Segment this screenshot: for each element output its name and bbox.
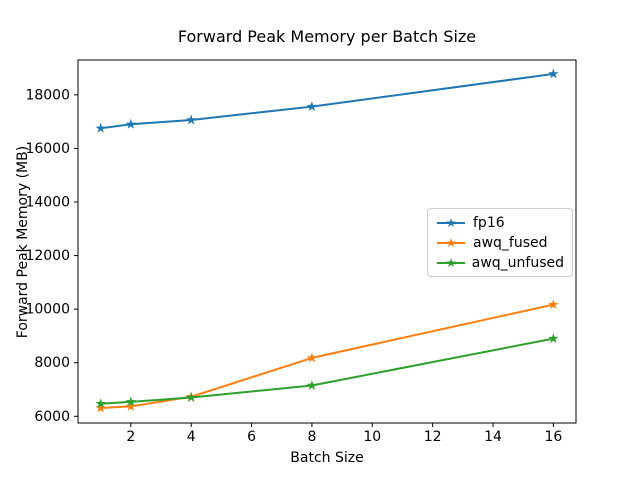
series-line-awq_unfused [100, 337, 554, 405]
legend-label-fp16: fp16 [473, 214, 505, 231]
x-tick-label: 12 [424, 429, 442, 445]
legend: fp16 awq_fused awq_unfused [427, 208, 573, 277]
data-point-fp16-x1 [95, 122, 106, 133]
data-point-awq_unfused-x8 [306, 379, 318, 390]
legend-item-fp16: fp16 [436, 214, 564, 231]
x-axis-label: Batch Size [290, 450, 364, 466]
star-marker-icon [446, 217, 456, 227]
x-tick-label: 16 [544, 429, 562, 445]
x-tick-label: 6 [247, 429, 256, 445]
data-point-fp16-x2 [125, 118, 137, 129]
x-tick-label: 2 [126, 429, 135, 445]
data-point-awq_unfused-x4 [185, 392, 197, 402]
x-tick-label: 8 [307, 429, 316, 445]
star-marker-icon [446, 257, 456, 267]
legend-line-sample [437, 237, 465, 247]
data-point-fp16-x4 [185, 114, 197, 125]
y-tick-label: 8000 [34, 355, 70, 371]
y-tick-label: 10000 [25, 302, 70, 318]
legend-line-sample [437, 257, 465, 267]
axes-spines [77, 59, 577, 424]
data-point-awq_fused-x1 [95, 402, 106, 413]
data-point-awq_fused-x2 [125, 400, 137, 411]
series-line-fp16 [100, 72, 554, 130]
x-tick-label: 4 [187, 429, 196, 445]
x-tick-label: 14 [484, 429, 502, 445]
star-marker-icon [446, 237, 456, 247]
legend-item-awq_fused: awq_fused [436, 234, 564, 251]
data-point-awq_fused-x8 [306, 352, 318, 363]
legend-label-awq_fused: awq_fused [473, 234, 548, 251]
legend-line-sample [437, 217, 465, 227]
y-tick-label: 12000 [25, 248, 70, 264]
y-tick-label: 16000 [25, 141, 70, 157]
y-tick-label: 18000 [25, 87, 70, 103]
data-point-awq_fused-x16 [548, 299, 559, 310]
legend-item-awq_unfused: awq_unfused [436, 254, 564, 271]
y-tick-label: 14000 [25, 194, 70, 210]
x-tick-label: 10 [363, 429, 381, 445]
data-point-fp16-x16 [548, 68, 559, 79]
data-point-fp16-x8 [306, 101, 318, 112]
y-axis-label: Forward Peak Memory (MB) [15, 145, 31, 339]
data-point-awq_unfused-x2 [125, 396, 137, 407]
chart-title: Forward Peak Memory per Batch Size [177, 27, 477, 46]
y-tick-label: 6000 [34, 409, 70, 425]
data-point-awq_unfused-x16 [548, 333, 559, 344]
data-point-awq_unfused-x1 [95, 398, 106, 409]
legend-label-awq_unfused: awq_unfused [471, 254, 564, 271]
series-line-awq_fused [100, 303, 554, 409]
